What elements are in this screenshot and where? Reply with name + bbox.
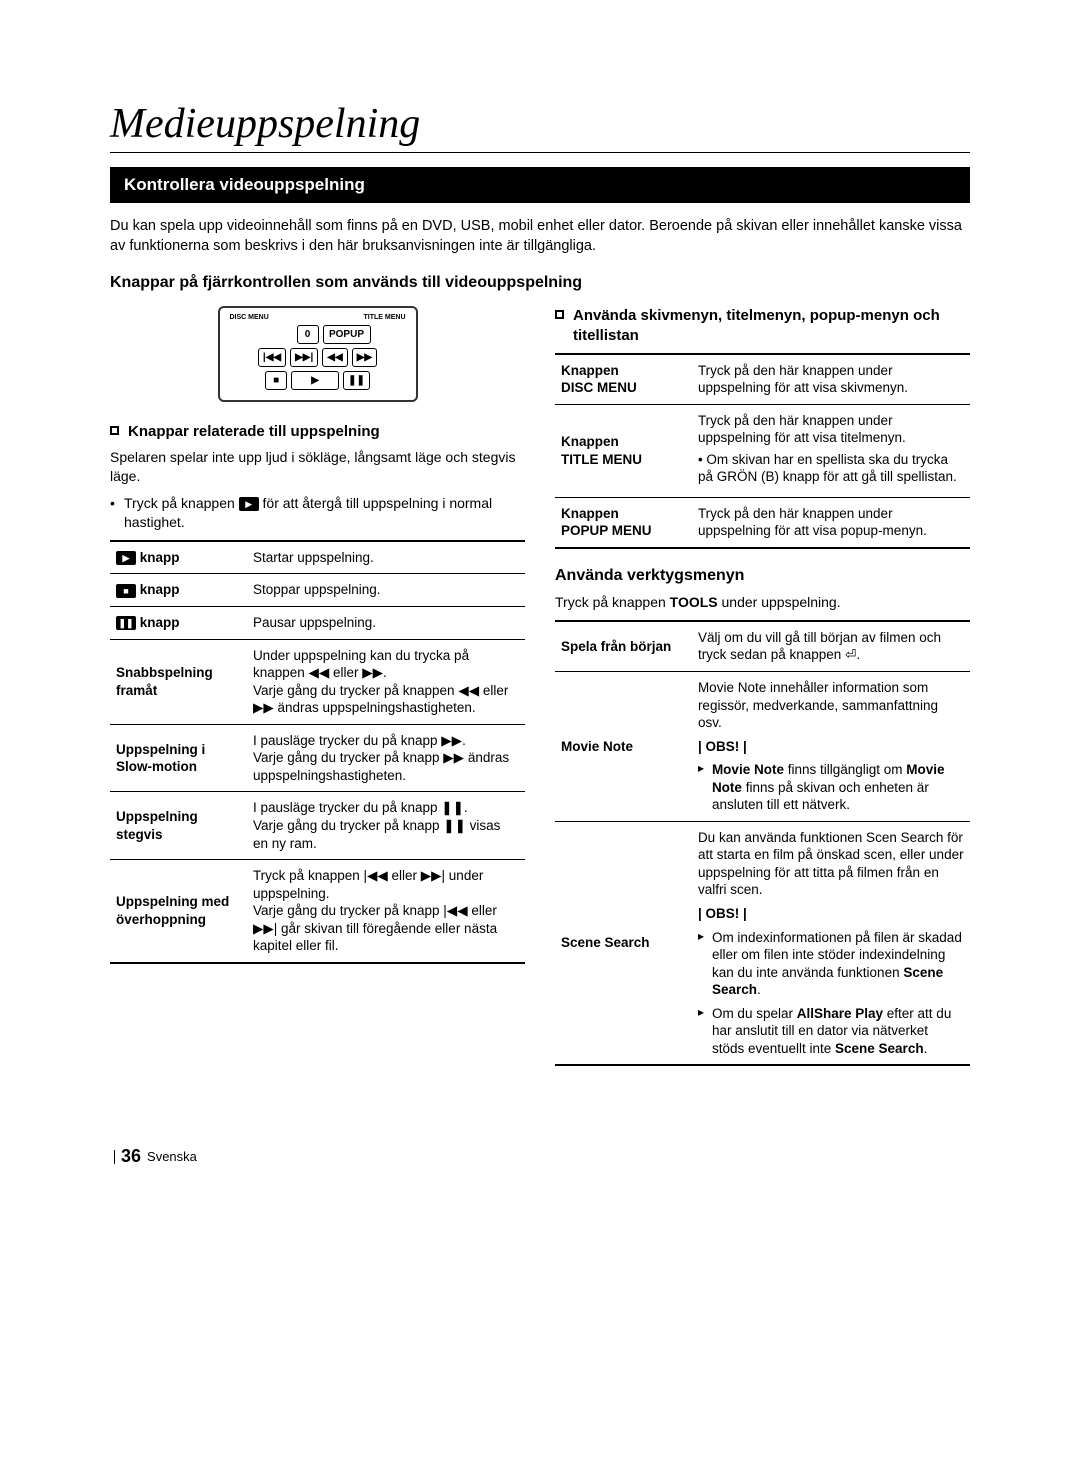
button-icon: ■: [116, 584, 136, 598]
page-footer: 36 Svenska: [110, 1146, 970, 1167]
play-icon: ▶: [239, 497, 259, 511]
intro-paragraph: Du kan spela upp videoinnehåll som finns…: [110, 217, 970, 256]
row-value: Tryck på den här knappen under uppspelni…: [692, 404, 970, 497]
row-value: Välj om du vill gå till början av filmen…: [692, 621, 970, 672]
two-column-layout: DISC MENU TITLE MENU 0 POPUP |◀◀ ▶▶| ◀◀ …: [110, 306, 970, 1066]
row-value: Movie Note innehåller information som re…: [692, 671, 970, 821]
table-row: Scene SearchDu kan använda funktionen Sc…: [555, 821, 970, 1065]
menu-section: Använda skivmenyn, titelmenyn, popup-men…: [571, 306, 970, 347]
disc-menu-label: DISC MENU: [230, 314, 269, 321]
note-bullet: Movie Note finns tillgängligt om Movie N…: [698, 761, 964, 814]
remote-control: DISC MENU TITLE MENU 0 POPUP |◀◀ ▶▶| ◀◀ …: [218, 306, 418, 402]
row-label: Uppspelning stegvis: [110, 792, 247, 860]
left-paragraph: Spelaren spelar inte upp ljud i sökläge,…: [110, 448, 525, 486]
stop-key: ■: [265, 371, 287, 390]
table-row: Uppspelning stegvisI pausläge trycker du…: [110, 792, 525, 860]
row-label: ■ knapp: [110, 574, 247, 607]
next-key: ▶▶|: [290, 348, 318, 367]
row-value: Stoppar uppspelning.: [247, 574, 525, 607]
section-heading: Kontrollera videouppspelning: [110, 167, 970, 203]
table-row: Snabbspelning framåtUnder uppspelning ka…: [110, 639, 525, 724]
right-column: Använda skivmenyn, titelmenyn, popup-men…: [555, 306, 970, 1066]
right-section-heading: Använda skivmenyn, titelmenyn, popup-men…: [571, 306, 970, 347]
note-label: | OBS! |: [698, 738, 964, 756]
table-row: KnappenTITLE MENUTryck på den här knappe…: [555, 404, 970, 497]
document-page: Medieuppspelning Kontrollera videouppspe…: [0, 0, 1080, 1227]
table-row: Movie NoteMovie Note innehåller informat…: [555, 671, 970, 821]
table-row: KnappenPOPUP MENUTryck på den här knappe…: [555, 497, 970, 548]
row-value: Under uppspelning kan du trycka på knapp…: [247, 639, 525, 724]
row-value: Startar uppspelning.: [247, 541, 525, 574]
tools-table: Spela från börjanVälj om du vill gå till…: [555, 620, 970, 1066]
play-key: ▶: [291, 371, 339, 390]
table-row: Spela från börjanVälj om du vill gå till…: [555, 621, 970, 672]
tools-paragraph: Tryck på knappen TOOLS under uppspelning…: [555, 593, 970, 612]
row-value: Pausar uppspelning.: [247, 607, 525, 640]
row-label: Movie Note: [555, 671, 692, 821]
left-section-heading: Knappar relaterade till uppspelning: [126, 422, 525, 442]
row-label: KnappenPOPUP MENU: [555, 497, 692, 548]
row-label: ▶ knapp: [110, 541, 247, 574]
table-row: Uppspelning i Slow-motionI pausläge tryc…: [110, 724, 525, 792]
table-row: Uppspelning med överhoppningTryck på kna…: [110, 860, 525, 963]
row-label: Uppspelning med överhoppning: [110, 860, 247, 963]
page-number: 36: [121, 1146, 141, 1167]
row-label: ❚❚ knapp: [110, 607, 247, 640]
zero-key: 0: [297, 325, 319, 344]
row-label: Scene Search: [555, 821, 692, 1065]
tools-heading: Använda verktygsmenyn: [555, 567, 970, 585]
left-column: DISC MENU TITLE MENU 0 POPUP |◀◀ ▶▶| ◀◀ …: [110, 306, 525, 1066]
pause-key: ❚❚: [343, 371, 370, 390]
title-menu-label: TITLE MENU: [364, 314, 406, 321]
square-marker-icon: [555, 310, 564, 319]
row-value: Du kan använda funktionen Scen Search fö…: [692, 821, 970, 1065]
row-label: Uppspelning i Slow-motion: [110, 724, 247, 792]
remote-illustration: DISC MENU TITLE MENU 0 POPUP |◀◀ ▶▶| ◀◀ …: [110, 306, 525, 402]
table-row: ❚❚ knappPausar uppspelning.: [110, 607, 525, 640]
left-bullet: Tryck på knappen ▶ för att återgå till u…: [110, 494, 525, 532]
page-title: Medieuppspelning: [110, 100, 970, 153]
table-row: KnappenDISC MENUTryck på den här knappen…: [555, 354, 970, 405]
playback-table: ▶ knappStartar uppspelning.■ knappStoppa…: [110, 540, 525, 964]
row-value: I pausläge trycker du på knapp ❚❚.Varje …: [247, 792, 525, 860]
square-marker-icon: [110, 426, 119, 435]
row-value: Tryck på den här knappen under uppspelni…: [692, 497, 970, 548]
footer-divider: [114, 1150, 115, 1164]
row-label: Snabbspelning framåt: [110, 639, 247, 724]
row-label: KnappenDISC MENU: [555, 354, 692, 405]
table-row: ▶ knappStartar uppspelning.: [110, 541, 525, 574]
table-row: ■ knappStoppar uppspelning.: [110, 574, 525, 607]
prev-key: |◀◀: [258, 348, 286, 367]
menu-table: KnappenDISC MENUTryck på den här knappen…: [555, 353, 970, 549]
rew-key: ◀◀: [322, 348, 347, 367]
sub-heading: Knappar på fjärrkontrollen som används t…: [110, 274, 970, 292]
button-icon: ▶: [116, 551, 136, 565]
row-label: Spela från början: [555, 621, 692, 672]
note-bullet: Om indexinformationen på filen är skadad…: [698, 929, 964, 999]
row-value: Tryck på knappen |◀◀ eller ▶▶| under upp…: [247, 860, 525, 963]
row-value: I pausläge trycker du på knapp ▶▶.Varje …: [247, 724, 525, 792]
ff-key: ▶▶: [352, 348, 377, 367]
row-value: Tryck på den här knappen under uppspelni…: [692, 354, 970, 405]
button-icon: ❚❚: [116, 616, 136, 630]
playback-buttons-section: Knappar relaterade till uppspelning: [126, 422, 525, 442]
note-bullet: Om du spelar AllShare Play efter att du …: [698, 1005, 964, 1058]
popup-key: POPUP: [323, 325, 371, 344]
note-label: | OBS! |: [698, 905, 964, 923]
footer-language: Svenska: [147, 1149, 197, 1164]
row-label: KnappenTITLE MENU: [555, 404, 692, 497]
